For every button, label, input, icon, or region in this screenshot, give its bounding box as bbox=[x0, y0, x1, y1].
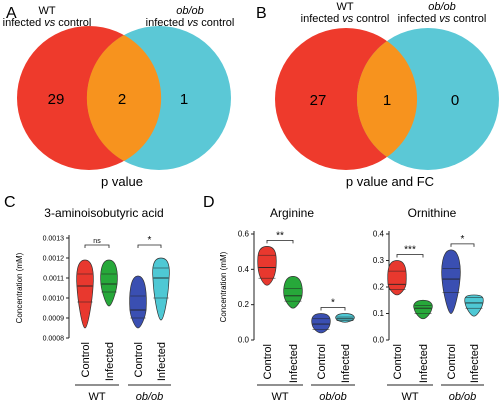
y-tick-label: 0.3 bbox=[373, 256, 385, 265]
chart-title-3-aminoisobutyric-acid: 3-aminoisobutyric acid bbox=[44, 206, 163, 220]
significance-bracket bbox=[137, 244, 162, 248]
y-axis-title: Concentration (mM) bbox=[219, 251, 228, 322]
x-category-label-control: Control bbox=[80, 342, 92, 377]
significance-label: * bbox=[461, 234, 465, 245]
panel-letter-c: C bbox=[4, 194, 16, 211]
significance-label: ns bbox=[93, 238, 101, 245]
y-tick-label: 0.2 bbox=[373, 283, 385, 292]
significance-bracket bbox=[266, 239, 294, 244]
y-tick-label: 0.0010 bbox=[43, 296, 65, 303]
group-label-ob-ob: ob/ob bbox=[136, 391, 164, 403]
venn-panel-a: A WT infected vs control ob/ob infected … bbox=[3, 5, 235, 189]
x-category-label-control: Control bbox=[446, 344, 458, 379]
significance-label: ** bbox=[276, 230, 284, 241]
significance-label: * bbox=[331, 298, 335, 309]
y-tick-label: 0.0 bbox=[238, 336, 250, 345]
significance-bracket bbox=[320, 307, 346, 311]
venn-b-wt-count: 27 bbox=[310, 92, 327, 109]
significance-bracket bbox=[450, 243, 475, 247]
significance-bracket bbox=[84, 244, 110, 248]
violin-ob-ob-infected bbox=[464, 294, 484, 317]
venn-panel-b: B WT infected vs control ob/ob infected … bbox=[256, 1, 499, 189]
group-label-wt: WT bbox=[271, 391, 288, 403]
y-tick-label: 0.1 bbox=[373, 309, 385, 318]
venn-a-overlap-count: 2 bbox=[118, 91, 126, 108]
panel-letter-d: D bbox=[203, 194, 215, 211]
violin-ob-ob-infected bbox=[335, 313, 355, 323]
y-tick-label: 0.0008 bbox=[43, 336, 65, 343]
venn-b-left-title: WT bbox=[336, 1, 353, 13]
venn-a-right-title: ob/ob bbox=[176, 5, 204, 17]
venn-a-overlap bbox=[86, 35, 162, 161]
venn-b-caption: p value and FC bbox=[346, 174, 434, 189]
x-category-label-control: Control bbox=[262, 344, 274, 379]
venn-b-right-title: ob/ob bbox=[428, 1, 456, 13]
group-label-ob-ob: ob/ob bbox=[449, 391, 477, 403]
group-label-ob-ob: ob/ob bbox=[319, 391, 347, 403]
significance-label: *** bbox=[404, 245, 416, 256]
violin-wt-infected bbox=[283, 276, 303, 309]
x-category-label-infected: Infected bbox=[340, 344, 352, 383]
y-tick-label: 0.0013 bbox=[43, 236, 65, 243]
venn-a-left-title: WT bbox=[38, 5, 55, 17]
y-tick-label: 0.4 bbox=[373, 230, 385, 239]
y-tick-label: 0.0 bbox=[373, 336, 385, 345]
violin-wt-control bbox=[387, 260, 407, 296]
y-tick-label: 0.6 bbox=[238, 230, 250, 239]
y-tick-label: 0.4 bbox=[238, 265, 250, 274]
x-category-label-infected: Infected bbox=[469, 344, 481, 383]
venn-a-wt-count: 29 bbox=[48, 91, 65, 108]
x-category-label-infected: Infected bbox=[418, 344, 430, 383]
panel-letter-a: A bbox=[6, 5, 17, 22]
violin-wt-infected bbox=[100, 259, 118, 307]
violin-chart-3-aminoisobutyric-acid: 3-aminoisobutyric acid 0.0008 0.0009 0.0010… bbox=[15, 206, 171, 403]
y-tick-label: 0.0009 bbox=[43, 316, 65, 323]
venn-b-overlap-count: 1 bbox=[383, 92, 391, 109]
chart-title-arginine: Arginine bbox=[270, 206, 314, 220]
significance-bracket bbox=[396, 254, 424, 258]
group-label-wt: WT bbox=[401, 391, 418, 403]
venn-a-caption: p value bbox=[101, 174, 143, 189]
venn-a-obob-count: 1 bbox=[180, 91, 188, 108]
venn-b-right-subtitle: infected vs control bbox=[398, 13, 487, 25]
x-category-label-infected: Infected bbox=[156, 342, 168, 381]
venn-a-right-subtitle: infected vs control bbox=[146, 17, 235, 29]
venn-a-left-subtitle: infected vs control bbox=[3, 17, 92, 29]
group-label-wt: WT bbox=[88, 391, 105, 403]
significance-label: * bbox=[148, 235, 152, 246]
y-tick-label: 0.0012 bbox=[43, 256, 65, 263]
venn-b-overlap bbox=[356, 41, 418, 157]
x-category-label-control: Control bbox=[133, 342, 145, 377]
violin-ob-ob-control bbox=[311, 313, 331, 334]
violin-ob-ob-control bbox=[129, 275, 147, 329]
venn-b-obob-count: 0 bbox=[451, 92, 459, 109]
chart-title-ornithine: Ornithine bbox=[408, 206, 457, 220]
violin-wt-control bbox=[76, 259, 94, 329]
x-category-label-control: Control bbox=[392, 344, 404, 379]
x-category-label-control: Control bbox=[316, 344, 328, 379]
venn-b-left-subtitle: infected vs control bbox=[301, 13, 390, 25]
violin-ob-ob-infected bbox=[152, 257, 170, 321]
violin-wt-control bbox=[257, 246, 277, 286]
y-tick-label: 0.0011 bbox=[43, 276, 64, 283]
y-tick-label: 0.2 bbox=[238, 300, 250, 309]
y-axis-title: Concentration (mM) bbox=[15, 252, 24, 323]
violin-ob-ob-control bbox=[441, 249, 461, 314]
x-category-label-infected: Infected bbox=[104, 342, 116, 381]
x-category-label-infected: Infected bbox=[288, 344, 300, 383]
panel-letter-b: B bbox=[256, 5, 267, 22]
violin-wt-infected bbox=[413, 299, 433, 320]
